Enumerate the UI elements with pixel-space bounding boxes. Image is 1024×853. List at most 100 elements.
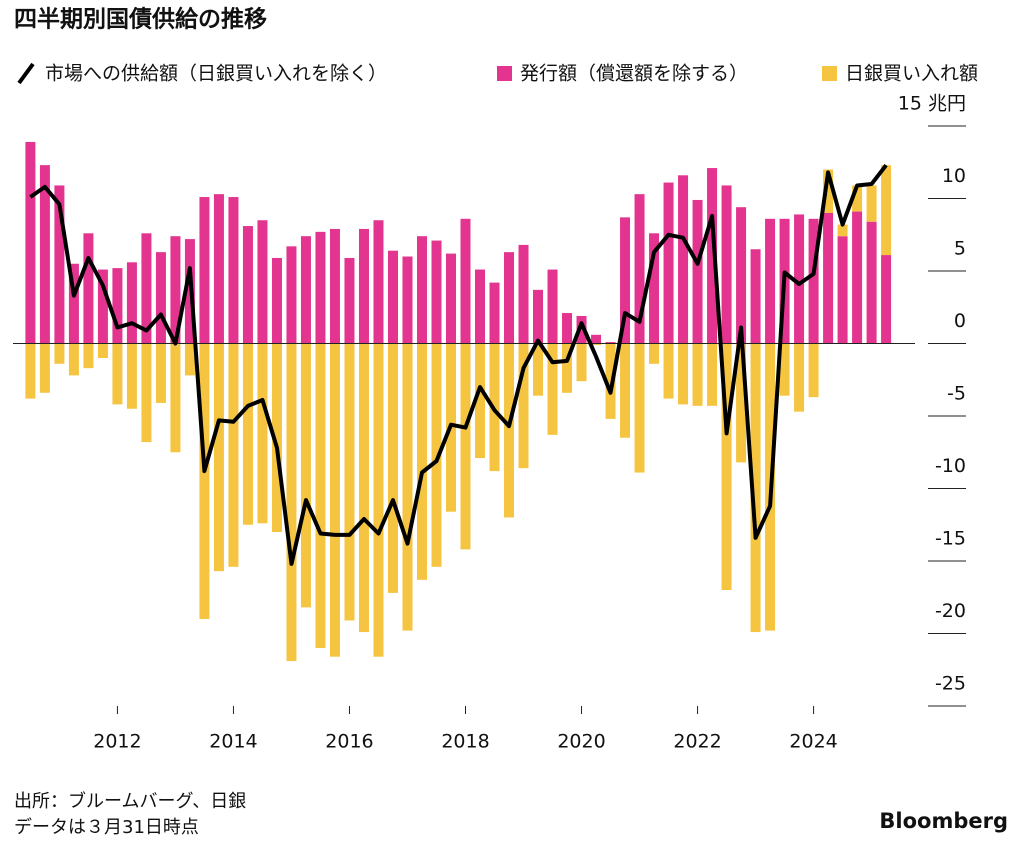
x-tick-label: 2016 [325, 731, 373, 753]
bar [881, 165, 892, 256]
bar [83, 233, 94, 344]
bar [25, 343, 36, 399]
legend-line-icon [17, 62, 35, 85]
bar [402, 256, 413, 344]
bar [620, 217, 631, 344]
legend-swatch [497, 66, 512, 81]
bar [808, 343, 819, 398]
bar [823, 213, 834, 344]
bar [605, 342, 616, 344]
bar [112, 343, 123, 405]
bar [649, 233, 660, 344]
bar [242, 343, 253, 525]
source: 出所：ブルームバーグ、日銀 [14, 790, 246, 812]
legend-swatch [822, 66, 837, 81]
x-tick-label: 2022 [673, 731, 721, 753]
bar [315, 343, 326, 648]
bar [373, 343, 384, 657]
legend-label: 発行額（償還額を除する） [520, 63, 748, 85]
bar [387, 343, 398, 593]
bar [213, 194, 224, 344]
bar [402, 343, 413, 631]
bar [518, 244, 529, 344]
bar [591, 334, 602, 344]
bar [141, 233, 152, 344]
bar [83, 343, 94, 369]
bar [620, 343, 631, 438]
bar [431, 343, 442, 567]
note: データは３月31日時点 [14, 817, 199, 838]
bar [286, 246, 297, 344]
bar [199, 343, 210, 619]
bar [591, 343, 602, 345]
bar [794, 214, 805, 344]
bar [126, 343, 137, 409]
bar [721, 185, 732, 344]
bar [837, 236, 848, 344]
bar [663, 182, 674, 344]
bar [692, 343, 703, 406]
y-tick-label: 15 兆円 [898, 93, 966, 115]
bar [170, 343, 181, 453]
bar [779, 343, 790, 396]
bar [155, 252, 166, 344]
bar [286, 343, 297, 662]
x-tick-label: 2012 [93, 731, 141, 753]
bar [576, 343, 587, 382]
bar [300, 236, 311, 344]
bar [634, 343, 645, 473]
bar [649, 343, 660, 364]
bar [866, 221, 877, 344]
bar [823, 169, 834, 213]
bar [562, 313, 573, 344]
bar [155, 343, 166, 403]
bar [68, 343, 79, 376]
bar [39, 165, 50, 344]
bar [199, 197, 210, 344]
bar [97, 269, 108, 344]
bar [808, 218, 819, 344]
bar [39, 343, 50, 393]
bar [721, 343, 732, 590]
bar [300, 343, 311, 608]
bar [416, 236, 427, 344]
bar [750, 249, 761, 344]
bar [707, 168, 718, 344]
bar [475, 343, 486, 459]
bar [736, 207, 747, 344]
brand: Bloomberg [879, 809, 1008, 833]
bar [460, 343, 471, 550]
bar [271, 257, 282, 344]
bar [170, 236, 181, 344]
bar [228, 343, 239, 567]
bar [518, 343, 529, 469]
y-tick-label: -10 [935, 455, 966, 477]
bar [445, 253, 456, 344]
bar [68, 263, 79, 344]
bar [112, 268, 123, 344]
bar [866, 185, 877, 222]
bar [358, 228, 369, 344]
y-tick-label: 0 [954, 310, 966, 332]
bar [242, 226, 253, 344]
bar [707, 343, 718, 406]
bar [547, 343, 558, 435]
bar [141, 343, 152, 443]
bar [387, 250, 398, 344]
bar [489, 282, 500, 344]
bar [416, 343, 427, 580]
bar [605, 343, 616, 419]
bar [533, 343, 544, 396]
bar [576, 315, 587, 344]
y-tick-label: -20 [935, 600, 966, 622]
legend: 市場への供給額（日銀買い入れを除く） 発行額（償還額を除する） 日銀買い入れ額 [17, 62, 978, 85]
bar [736, 343, 747, 463]
bar [271, 343, 282, 532]
bar [329, 343, 340, 657]
bar [692, 199, 703, 344]
bar [794, 343, 805, 412]
legend-label: 市場への供給額（日銀買い入れを除く） [45, 63, 387, 85]
bar [562, 343, 573, 393]
